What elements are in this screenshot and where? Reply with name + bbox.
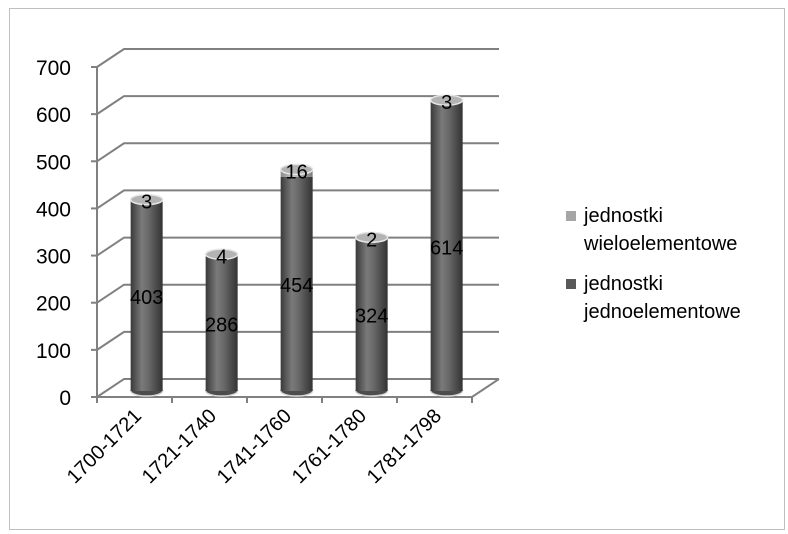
- gridline: [96, 48, 499, 68]
- legend-item-multi: jednostki wieloelementowe: [566, 202, 781, 258]
- x-tick-label: 1761-1780: [288, 405, 371, 488]
- data-label-single: 286: [205, 315, 238, 337]
- gridline: [96, 189, 499, 210]
- bar-segment-single: [280, 176, 313, 391]
- x-tick-label: 1781-1798: [363, 405, 446, 488]
- bar-cap: [279, 163, 314, 176]
- axes: 0 100 200 300 400 500 600 700 1700-17211721-1740…: [36, 57, 473, 488]
- bar-segment-single: [130, 201, 163, 391]
- bar-segment-single: [355, 238, 388, 391]
- bar-cap: [204, 248, 239, 261]
- bar-segment-single: [430, 101, 463, 392]
- gridline: [96, 142, 499, 163]
- y-tick-label: 500: [36, 151, 71, 174]
- x-tick-label: 1741-1760: [213, 405, 296, 488]
- bars: [129, 94, 464, 397]
- data-labels: 403 3 286 4 454 16 324 2 614 3: [130, 92, 463, 336]
- legend-label-multi: jednostki wieloelementowe: [584, 205, 738, 255]
- gridline: [96, 95, 499, 115]
- data-label-single: 454: [280, 275, 313, 297]
- y-tick-label: 100: [36, 340, 71, 363]
- bar-segment-single: [205, 256, 238, 391]
- y-tick-label: 700: [36, 57, 71, 80]
- legend-swatch-single: [566, 279, 576, 289]
- legend-item-single: jednostki jednoelementowe: [566, 270, 781, 326]
- data-label-multi: 3: [141, 192, 152, 214]
- y-tick-label: 200: [36, 293, 71, 316]
- legend-swatch-multi: [566, 211, 576, 221]
- y-tick-label: 0: [59, 387, 71, 410]
- bar-cap: [429, 94, 464, 106]
- data-label-multi: 4: [216, 246, 227, 268]
- data-label-single: 614: [430, 237, 463, 259]
- legend: jednostki wieloelementowe jednostki jedn…: [566, 202, 781, 338]
- data-label-multi: 3: [441, 92, 452, 114]
- x-tick-label: 1721-1740: [138, 405, 221, 488]
- data-label-single: 324: [355, 306, 388, 328]
- y-tick-label: 600: [36, 104, 71, 127]
- data-label-single: 403: [130, 287, 163, 309]
- y-tick-label: 400: [36, 198, 71, 221]
- bar-cap: [354, 231, 389, 244]
- y-tick-label: 300: [36, 246, 71, 269]
- data-label-multi: 16: [286, 161, 308, 183]
- bar-cap: [129, 193, 164, 206]
- data-label-multi: 2: [366, 229, 377, 251]
- legend-label-single: jednostki jednoelementowe: [584, 273, 741, 323]
- x-tick-label: 1700-1721: [63, 405, 146, 488]
